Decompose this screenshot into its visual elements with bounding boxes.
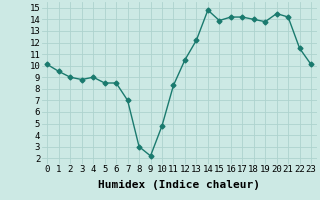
X-axis label: Humidex (Indice chaleur): Humidex (Indice chaleur) — [98, 180, 260, 190]
